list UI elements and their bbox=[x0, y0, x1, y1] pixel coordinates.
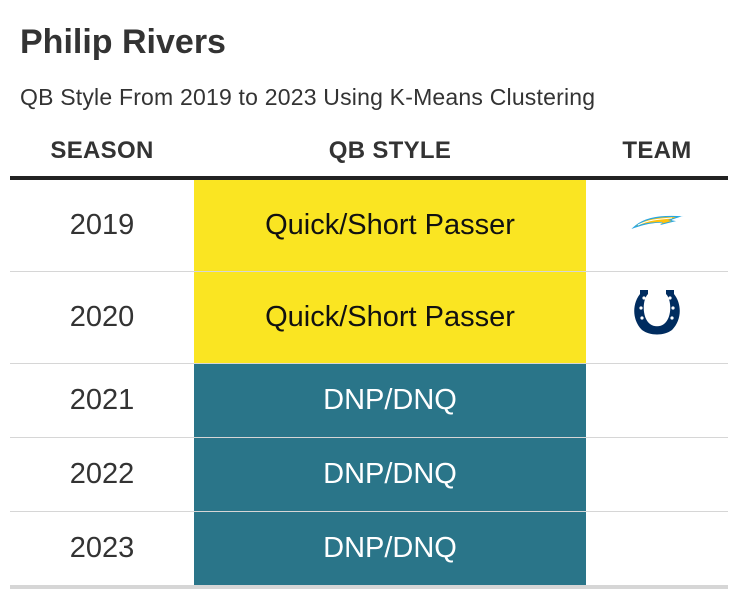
team-cell bbox=[586, 271, 728, 364]
table-row: 2021 DNP/DNQ bbox=[10, 363, 728, 438]
qb-style-table: SEASON QB STYLE TEAM 2019 Quick/Short Pa… bbox=[10, 126, 728, 589]
table-row: 2023 DNP/DNQ bbox=[10, 511, 728, 589]
team-cell bbox=[586, 363, 728, 438]
column-header-team: TEAM bbox=[586, 126, 728, 180]
qb-style-cell: DNP/DNQ bbox=[194, 437, 586, 512]
qb-style-cell: Quick/Short Passer bbox=[194, 178, 586, 272]
chargers-bolt-icon bbox=[628, 210, 686, 234]
team-cell bbox=[586, 178, 728, 272]
column-header-qb-style: QB STYLE bbox=[194, 126, 586, 180]
qb-style-cell: DNP/DNQ bbox=[194, 511, 586, 589]
column-header-season: SEASON bbox=[10, 126, 194, 180]
page-title: Philip Rivers bbox=[20, 23, 226, 61]
season-cell: 2021 bbox=[10, 363, 194, 438]
team-cell bbox=[586, 511, 728, 589]
table-row: 2020 Quick/Short Passer bbox=[10, 271, 728, 364]
qb-style-cell: DNP/DNQ bbox=[194, 363, 586, 438]
season-cell: 2023 bbox=[10, 511, 194, 589]
page-subtitle: QB Style From 2019 to 2023 Using K-Means… bbox=[20, 84, 596, 110]
colts-horseshoe-icon bbox=[630, 284, 684, 338]
table-row: 2022 DNP/DNQ bbox=[10, 437, 728, 512]
table-row: 2019 Quick/Short Passer bbox=[10, 178, 728, 272]
season-cell: 2019 bbox=[10, 178, 194, 272]
season-cell: 2022 bbox=[10, 437, 194, 512]
season-cell: 2020 bbox=[10, 271, 194, 364]
table-header-row: SEASON QB STYLE TEAM bbox=[10, 126, 728, 180]
qb-style-cell: Quick/Short Passer bbox=[194, 271, 586, 364]
team-cell bbox=[586, 437, 728, 512]
